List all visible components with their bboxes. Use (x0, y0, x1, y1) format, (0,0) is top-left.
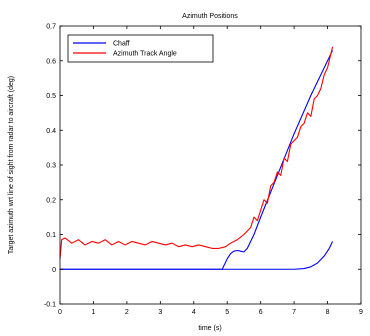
y-axis-label: Target azimuth wrt line of sight from ra… (8, 76, 15, 254)
x-tick-label: 3 (158, 309, 162, 316)
legend-label-azimuth-track-angle: Azimuth Track Angle (113, 51, 177, 58)
x-axis-label: time (s) (198, 325, 221, 332)
series-line-azimuth-track-angle (59, 46, 334, 259)
x-tick-label: 2 (125, 309, 129, 316)
legend-label-chaff: Chaff (113, 41, 130, 48)
series-layer (59, 46, 334, 270)
series-line-unnamed-2 (60, 241, 334, 270)
x-tick-label: 6 (259, 309, 263, 316)
y-tick-label: -0.1 (44, 302, 56, 309)
y-tick-label: 0.4 (46, 128, 56, 135)
x-tick-label: 8 (326, 309, 330, 316)
y-tick-label: 0 (52, 267, 56, 274)
x-tick-label: 5 (225, 309, 229, 316)
y-tick-label: 0.3 (46, 163, 56, 170)
x-tick-label: 4 (192, 309, 196, 316)
chart-title: Azimuth Positions (182, 13, 238, 20)
y-axis: -0.1 0 0.1 0.2 0.3 0.4 0.5 0.6 0.7 (44, 24, 361, 309)
x-tick-label: 1 (91, 309, 95, 316)
plot-area (60, 26, 361, 304)
y-tick-label: 0.5 (46, 93, 56, 100)
legend-box (67, 34, 214, 63)
x-tick-label: 9 (359, 309, 363, 316)
y-tick-label: 0.7 (46, 24, 56, 31)
legend: Chaff Azimuth Track Angle (67, 34, 214, 63)
y-tick-label: 0.1 (46, 232, 56, 239)
y-tick-label: 0.6 (46, 58, 56, 65)
y-tick-label: 0.2 (46, 197, 56, 204)
x-tick-label: 0 (58, 309, 62, 316)
series-line-chaff (60, 50, 334, 270)
x-tick-label: 7 (292, 309, 296, 316)
x-axis: 0 1 2 3 4 5 6 7 8 9 (58, 26, 363, 316)
